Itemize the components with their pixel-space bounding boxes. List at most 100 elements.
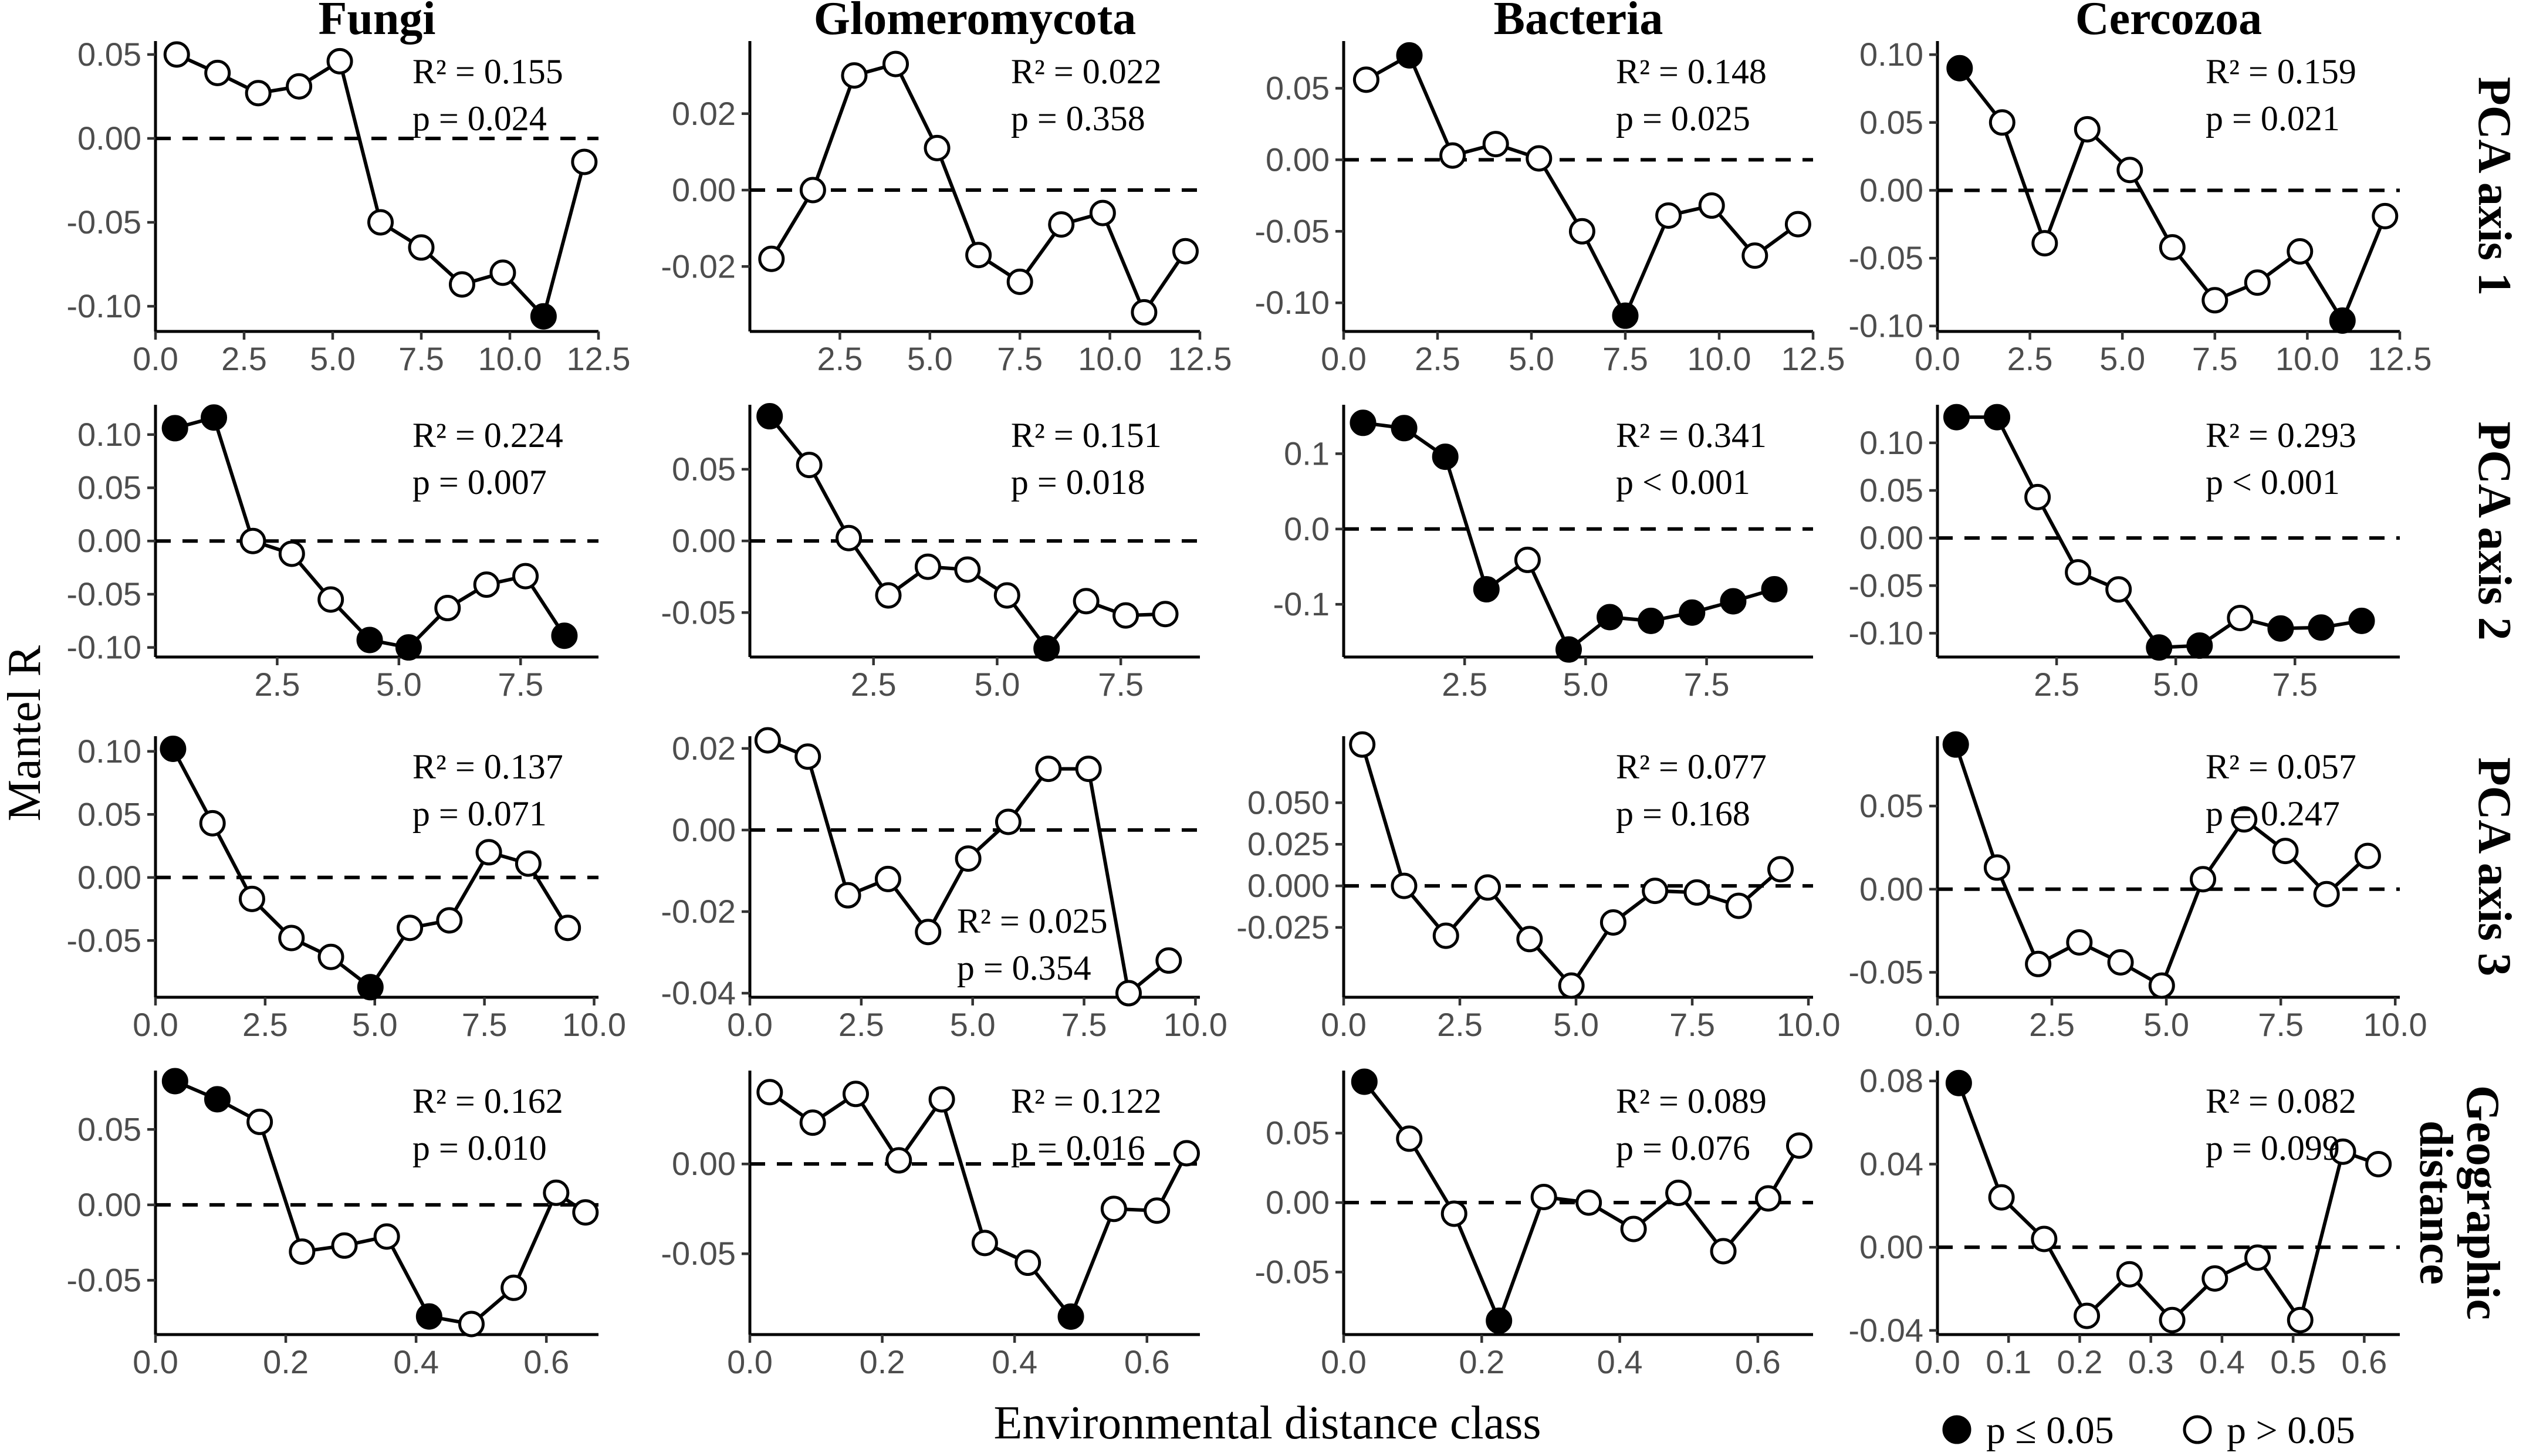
x-tick-label: 2.5	[817, 340, 863, 377]
data-point	[326, 48, 353, 75]
y-tick-label: -0.05	[1848, 953, 1923, 990]
r-squared-annotation: R² = 0.224	[412, 416, 563, 455]
panel-cercozoa-row2: 2.5 5.0 7.5 0.10 0.05 0.00 -0.05 -0.10 R² = 0.29…	[1848, 404, 2400, 703]
data-point	[914, 553, 941, 580]
x-tick-label: 7.5	[2272, 666, 2318, 703]
data-point	[1352, 66, 1379, 93]
data-point	[1048, 211, 1075, 238]
data-point	[2287, 238, 2314, 265]
data-point	[1983, 854, 2010, 881]
p-value-annotation: p = 0.010	[412, 1129, 547, 1167]
data-point	[2025, 950, 2052, 977]
y-tick-label: 0.10	[1859, 36, 1923, 73]
x-tick-label: 0.4	[1597, 1343, 1643, 1380]
y-tick-label: 0.025	[1247, 825, 1330, 862]
data-point	[1665, 1179, 1692, 1206]
data-point	[2190, 866, 2217, 893]
row-title-pca-axis-2: PCA axis 2	[2468, 421, 2520, 640]
data-point-significant	[1555, 636, 1582, 663]
data-point-significant	[551, 622, 578, 649]
data-point	[2201, 1265, 2228, 1292]
data-point	[2272, 838, 2299, 865]
data-point-significant	[1033, 635, 1060, 662]
y-tick-label: -0.04	[661, 974, 736, 1011]
mantel-series-line	[1365, 53, 1800, 320]
r-squared-annotation: R² = 0.089	[1616, 1082, 1767, 1120]
p-value-annotation: p = 0.024	[412, 99, 547, 138]
y-tick-label: 0.05	[77, 795, 141, 832]
x-tick-label: 10.0	[1777, 1006, 1841, 1043]
data-point	[2031, 1225, 2058, 1252]
panel-glomeromycota-row2: 2.5 5.0 7.5 0.05 0.00 -0.05 R² = 0.151 p = 0.01…	[661, 403, 1200, 703]
data-point	[1432, 922, 1459, 949]
x-tick-label: 0.0	[727, 1006, 773, 1043]
x-tick-label: 7.5	[462, 1006, 508, 1043]
data-point-significant	[1945, 1069, 1972, 1096]
data-point	[543, 1179, 570, 1206]
x-tick-label: 5.0	[352, 1006, 398, 1043]
data-point-significant	[415, 1303, 442, 1330]
y-tick-label: 0.05	[77, 469, 141, 506]
legend-significant-label: p ≤ 0.05	[1986, 1409, 2114, 1452]
data-point	[1988, 1184, 2015, 1211]
r-squared-annotation: R² = 0.148	[1616, 52, 1767, 91]
y-tick-label: -0.05	[1254, 212, 1330, 249]
data-point	[2329, 1138, 2356, 1165]
data-point	[204, 59, 231, 86]
data-point-significant	[1350, 409, 1377, 436]
data-point	[1115, 980, 1142, 1007]
x-tick-label: 2.5	[2007, 340, 2053, 377]
data-point	[1475, 874, 1501, 901]
y-tick-label: 0.00	[672, 171, 736, 208]
y-tick-label: 0.00	[77, 522, 141, 559]
data-point	[367, 209, 394, 236]
x-tick-label: 2.5	[2034, 666, 2079, 703]
data-point	[1155, 947, 1182, 974]
y-tick-label: -0.02	[661, 248, 736, 285]
x-tick-label: 0.0	[1321, 340, 1367, 377]
y-tick-label: -0.05	[66, 204, 141, 241]
y-tick-label: 0.04	[1859, 1145, 1923, 1182]
data-point	[885, 1147, 912, 1174]
data-point-significant	[1597, 604, 1624, 631]
x-tick-label: 2.5	[254, 666, 300, 703]
y-tick-label: 0.00	[1266, 141, 1330, 178]
x-tick-label: 10.0	[562, 1006, 626, 1043]
y-tick-label: -0.1	[1273, 585, 1330, 622]
legend-significant-marker	[1942, 1415, 1971, 1444]
data-point	[799, 177, 826, 204]
x-tick-label: 7.5	[1602, 340, 1648, 377]
panel-cercozoa-row3: 0.0 2.5 5.0 7.5 10.0 0.05 0.00 -0.05 R² = 0.057 p…	[1848, 731, 2427, 1043]
data-point	[2107, 949, 2134, 976]
x-tick-label: 0.6	[1124, 1343, 1170, 1380]
panel-glomeromycota-row4: 0.0 0.2 0.4 0.6 0.00 -0.05 R² = 0.122 p = 0.016	[661, 1071, 1200, 1380]
x-tick-label: 0.3	[2128, 1343, 2174, 1380]
y-tick-label: -0.025	[1236, 909, 1330, 946]
data-point	[2244, 1244, 2271, 1271]
data-point	[1035, 756, 1062, 783]
y-tick-label: 0.00	[77, 859, 141, 896]
y-tick-label: 0.05	[1859, 104, 1923, 141]
y-tick-label: 0.050	[1247, 784, 1330, 821]
y-tick-label: 0.08	[1859, 1062, 1923, 1099]
data-point	[1482, 131, 1509, 158]
x-tick-label: 2.5	[242, 1006, 288, 1043]
data-point	[473, 571, 500, 598]
x-tick-label: 5.0	[1553, 1006, 1599, 1043]
data-point	[1620, 1215, 1647, 1242]
y-tick-label: 0.00	[1859, 1228, 1923, 1265]
panel-bacteria-row2: 2.5 5.0 7.5 0.1 0.0 -0.1 R² = 0.341 p < 0.001	[1273, 405, 1813, 703]
mantel-series-line	[175, 53, 586, 320]
y-tick-label: -0.02	[661, 893, 736, 930]
x-tick-label: 0.0	[1915, 1343, 1960, 1380]
panel-fungi-row3: 0.0 2.5 5.0 7.5 10.0 0.10 0.05 0.00 -0.05 R² = 0.…	[66, 733, 626, 1043]
data-point	[1710, 1238, 1737, 1265]
y-tick-label: -0.05	[66, 575, 141, 612]
data-point-significant	[1638, 607, 1665, 634]
data-point-significant	[1473, 575, 1500, 602]
x-tick-label: 0.5	[2270, 1343, 2316, 1380]
data-point	[458, 1311, 485, 1338]
p-value-annotation: p = 0.076	[1616, 1129, 1750, 1167]
p-value-annotation: p = 0.354	[957, 949, 1091, 987]
x-tick-label: 7.5	[398, 340, 444, 377]
